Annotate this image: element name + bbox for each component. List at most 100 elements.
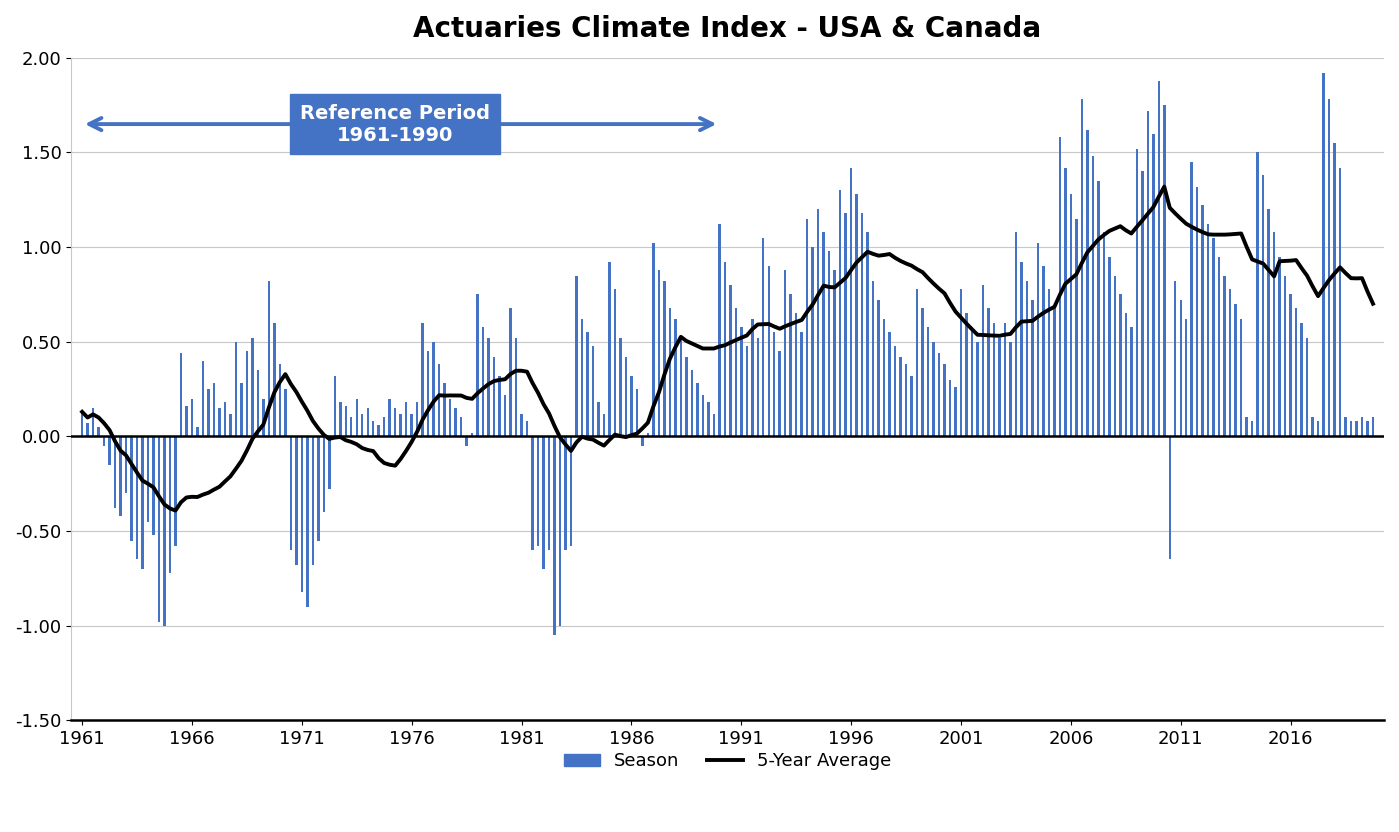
Bar bbox=[1322, 73, 1325, 437]
Bar bbox=[558, 437, 561, 626]
Bar bbox=[965, 314, 968, 437]
Bar bbox=[355, 399, 358, 437]
Bar bbox=[977, 342, 979, 437]
Bar bbox=[746, 345, 748, 437]
5-Year Average bbox=[602, 435, 618, 445]
Bar bbox=[597, 403, 600, 437]
Bar bbox=[674, 319, 677, 437]
Bar bbox=[635, 389, 638, 437]
Bar bbox=[1048, 289, 1051, 437]
Bar bbox=[911, 376, 912, 437]
Bar bbox=[817, 210, 820, 437]
Bar bbox=[460, 418, 462, 437]
Bar bbox=[130, 437, 133, 541]
Bar bbox=[190, 399, 193, 437]
Bar bbox=[789, 295, 792, 437]
Bar bbox=[136, 437, 139, 559]
Bar bbox=[949, 379, 951, 437]
Bar bbox=[999, 338, 1000, 437]
Bar bbox=[1228, 289, 1231, 437]
Bar bbox=[757, 338, 760, 437]
Bar bbox=[1114, 275, 1116, 437]
Bar bbox=[98, 427, 99, 437]
Bar bbox=[273, 323, 276, 437]
Bar bbox=[916, 289, 918, 437]
Bar bbox=[1174, 281, 1177, 437]
5-Year Average bbox=[579, 433, 596, 443]
Bar bbox=[751, 319, 754, 437]
Bar bbox=[125, 437, 127, 493]
Bar bbox=[333, 376, 336, 437]
Bar bbox=[1151, 134, 1154, 437]
Bar bbox=[235, 342, 238, 437]
Bar bbox=[1262, 176, 1265, 437]
Bar bbox=[860, 213, 863, 437]
Bar bbox=[1273, 232, 1276, 437]
Bar bbox=[432, 342, 435, 437]
Bar bbox=[872, 281, 874, 437]
Bar bbox=[1333, 143, 1336, 437]
Bar bbox=[1196, 186, 1199, 437]
Bar bbox=[278, 364, 281, 437]
Bar bbox=[481, 327, 484, 437]
Bar bbox=[1125, 314, 1128, 437]
Bar bbox=[1311, 418, 1314, 437]
Bar bbox=[344, 406, 347, 437]
Bar bbox=[1091, 156, 1094, 437]
Bar bbox=[646, 433, 649, 437]
Bar bbox=[1179, 300, 1182, 437]
Bar bbox=[421, 323, 424, 437]
Bar bbox=[937, 353, 940, 437]
Bar bbox=[1130, 327, 1133, 437]
Bar bbox=[158, 437, 161, 622]
Bar bbox=[1102, 232, 1105, 437]
Bar bbox=[372, 421, 375, 437]
Bar bbox=[1086, 130, 1088, 437]
Bar bbox=[1080, 100, 1083, 437]
Bar bbox=[1191, 162, 1193, 437]
Text: Reference Period
1961-1990: Reference Period 1961-1990 bbox=[301, 104, 490, 145]
Bar bbox=[697, 384, 698, 437]
Bar bbox=[701, 394, 704, 437]
5-Year Average bbox=[776, 321, 793, 331]
Bar bbox=[894, 345, 897, 437]
Bar bbox=[400, 414, 402, 437]
Bar bbox=[1053, 308, 1056, 437]
Bar bbox=[734, 308, 737, 437]
Bar bbox=[609, 262, 611, 437]
Bar bbox=[922, 308, 923, 437]
Bar bbox=[900, 357, 902, 437]
Bar bbox=[1234, 304, 1237, 437]
Bar bbox=[185, 406, 187, 437]
Bar bbox=[1284, 275, 1286, 437]
Bar bbox=[1059, 137, 1060, 437]
Bar bbox=[252, 338, 253, 437]
Bar bbox=[603, 414, 606, 437]
Bar bbox=[301, 437, 304, 592]
Bar bbox=[1163, 105, 1165, 437]
Bar bbox=[982, 285, 985, 437]
Bar bbox=[1065, 167, 1066, 437]
Bar bbox=[823, 232, 825, 437]
Bar bbox=[783, 270, 786, 437]
Bar bbox=[323, 437, 325, 513]
Bar bbox=[971, 327, 974, 437]
Bar bbox=[1295, 308, 1297, 437]
Bar bbox=[669, 308, 672, 437]
Bar bbox=[1240, 319, 1242, 437]
Bar bbox=[926, 327, 929, 437]
Bar bbox=[1316, 421, 1319, 437]
Bar bbox=[498, 376, 501, 437]
5-Year Average bbox=[1156, 181, 1172, 191]
Bar bbox=[1025, 281, 1028, 437]
Bar bbox=[410, 414, 413, 437]
Bar bbox=[141, 437, 144, 569]
Bar bbox=[1245, 418, 1248, 437]
Bar bbox=[866, 232, 869, 437]
5-Year Average bbox=[166, 506, 183, 516]
Bar bbox=[795, 314, 797, 437]
Bar bbox=[477, 295, 478, 437]
Bar bbox=[404, 403, 407, 437]
Bar bbox=[246, 351, 248, 437]
Bar bbox=[1367, 421, 1368, 437]
